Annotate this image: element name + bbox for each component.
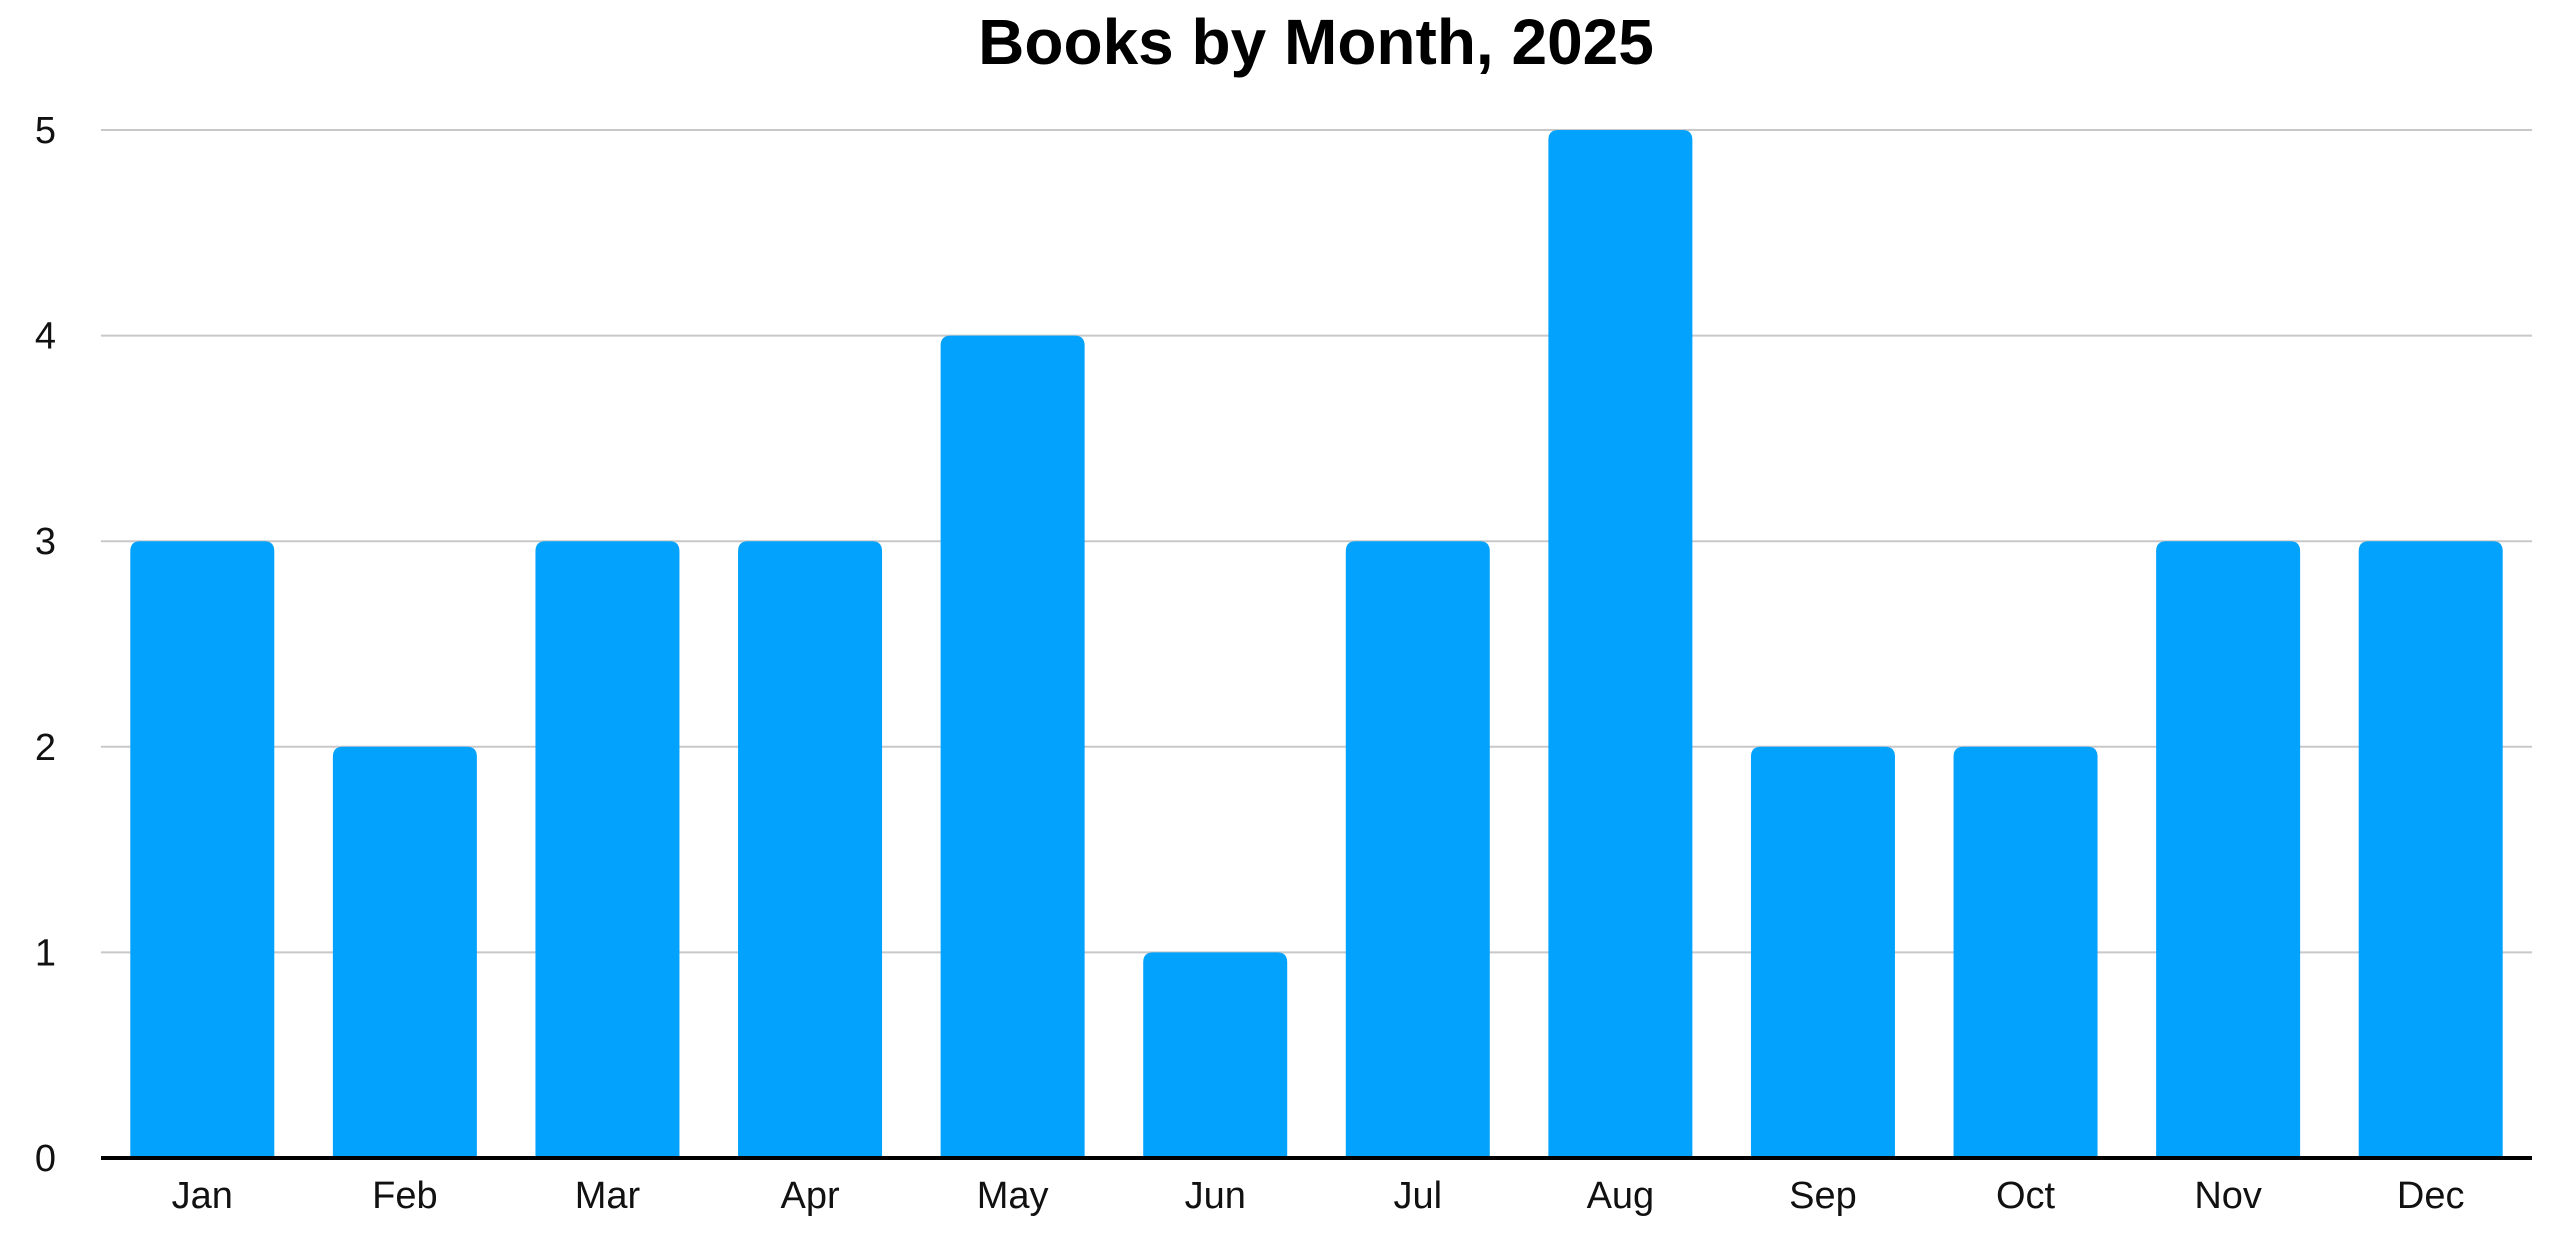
bar-nov <box>2156 541 2301 1158</box>
y-tick-label: 1 <box>35 932 56 974</box>
y-tick-label: 5 <box>35 110 56 152</box>
bar-oct <box>1953 746 2098 1158</box>
bars <box>130 130 2503 1159</box>
gridlines <box>101 129 2532 954</box>
chart-title: Books by Month, 2025 <box>978 6 1654 78</box>
x-tick-label: Oct <box>1996 1175 2056 1217</box>
y-tick-labels: 0 1 2 3 4 5 <box>35 110 56 1180</box>
bar-mar <box>535 541 680 1158</box>
x-tick-label: May <box>977 1175 1049 1217</box>
bar-dec <box>2358 541 2503 1158</box>
x-tick-label: Apr <box>780 1175 839 1217</box>
x-tick-label: Sep <box>1789 1175 1857 1217</box>
bar-feb <box>332 746 477 1158</box>
bar-sep <box>1750 746 1895 1158</box>
bar-apr <box>738 541 883 1158</box>
x-tick-label: Jul <box>1394 1175 1443 1217</box>
x-tick-label: Dec <box>2397 1175 2465 1217</box>
x-tick-label: Feb <box>372 1175 437 1217</box>
bar-may <box>940 335 1085 1159</box>
x-tick-label: Jan <box>172 1175 233 1217</box>
x-tick-labels: Jan Feb Mar Apr May Jun Jul Aug Sep Oct Nov Dec <box>172 1175 2465 1217</box>
y-tick-label: 2 <box>35 727 56 769</box>
x-tick-label: Aug <box>1587 1175 1655 1217</box>
x-tick-label: Mar <box>575 1175 641 1217</box>
bar-aug <box>1548 130 1693 1158</box>
y-tick-label: 0 <box>35 1138 56 1180</box>
bar-jan <box>130 541 275 1158</box>
bar-jun <box>1143 952 1288 1158</box>
x-tick-label: Nov <box>2194 1175 2262 1217</box>
x-tick-label: Jun <box>1185 1175 1246 1217</box>
y-tick-label: 4 <box>35 316 56 358</box>
bar-jul <box>1345 541 1490 1158</box>
y-tick-label: 3 <box>35 521 56 563</box>
